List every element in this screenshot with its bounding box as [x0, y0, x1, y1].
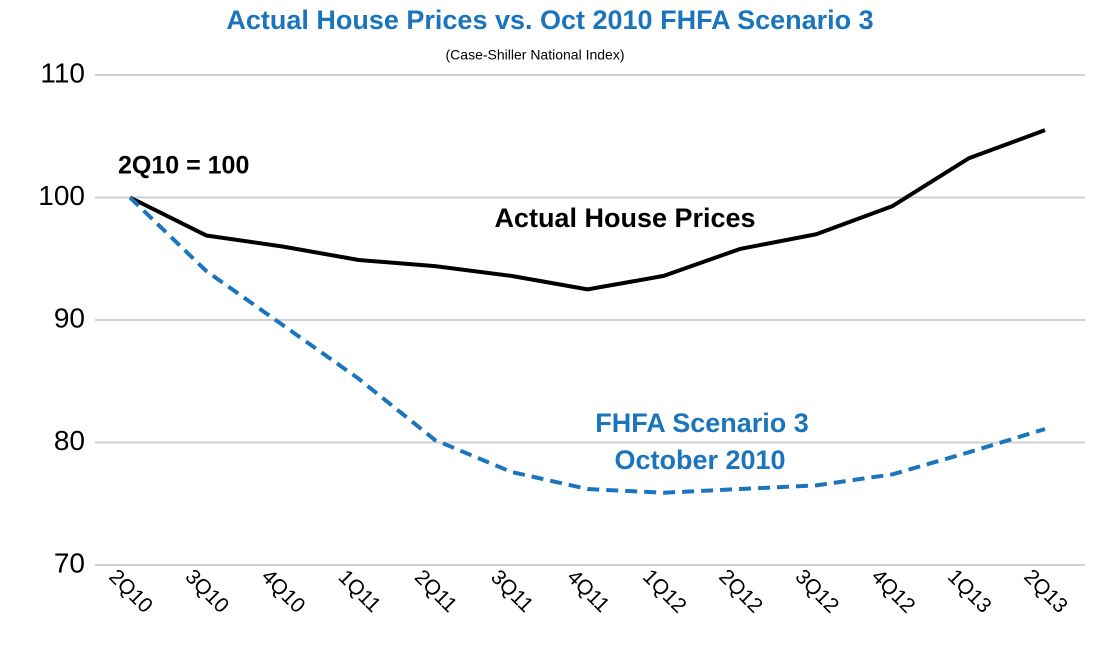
x-tick-label: 2Q10 — [104, 565, 157, 618]
y-tick-label: 80 — [54, 425, 85, 456]
x-tick-label: 3Q12 — [791, 565, 844, 618]
x-tick-label: 4Q11 — [562, 566, 613, 617]
x-tick-label: 4Q10 — [257, 565, 310, 618]
y-tick-label: 100 — [38, 180, 85, 211]
x-tick-label: 1Q12 — [638, 565, 691, 618]
annotation: October 2010 — [614, 445, 785, 475]
x-tick-label: 2Q13 — [1019, 565, 1072, 618]
series-line — [129, 128, 1046, 292]
x-tick-label: 3Q10 — [181, 565, 234, 618]
x-tick-label: 3Q11 — [486, 566, 537, 617]
x-tick-label: 4Q12 — [867, 565, 920, 618]
series-label: Actual House Prices — [494, 203, 755, 233]
series-line — [128, 196, 1046, 495]
annotation: 2Q10 = 100 — [118, 152, 249, 180]
x-tick-label: 2Q11 — [410, 566, 461, 617]
y-tick-label: 110 — [40, 57, 85, 88]
series-label: FHFA Scenario 3 — [595, 408, 809, 438]
chart-subtitle: (Case-Shiller National Index) — [446, 47, 625, 63]
y-tick-label: 90 — [54, 302, 85, 333]
y-tick-label: 70 — [54, 547, 85, 578]
chart-title: Actual House Prices vs. Oct 2010 FHFA Sc… — [226, 5, 873, 35]
x-tick-label: 2Q12 — [714, 565, 767, 618]
x-tick-label: 1Q13 — [943, 565, 996, 618]
x-tick-label: 1Q11 — [334, 566, 385, 617]
